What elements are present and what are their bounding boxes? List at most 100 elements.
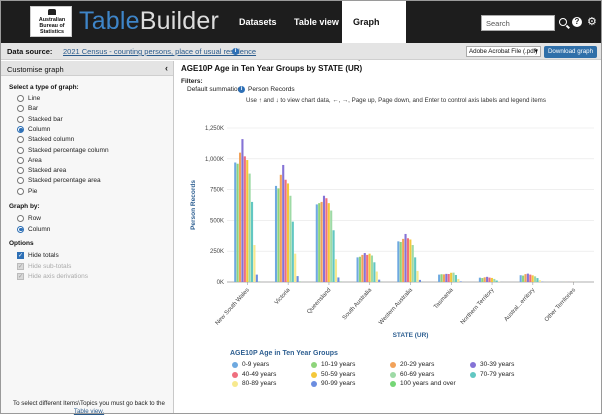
column-bar[interactable] bbox=[438, 275, 440, 282]
column-bar[interactable] bbox=[292, 222, 294, 282]
column-bar[interactable] bbox=[479, 278, 481, 282]
column-bar[interactable] bbox=[246, 160, 248, 282]
column-bar[interactable] bbox=[452, 273, 454, 282]
radio-button[interactable] bbox=[17, 188, 24, 195]
column-bar[interactable] bbox=[357, 257, 359, 282]
column-bar[interactable] bbox=[361, 255, 363, 282]
data-source-link[interactable]: 2021 Census - counting persons, place of… bbox=[63, 47, 256, 56]
column-bar[interactable] bbox=[289, 196, 291, 282]
radio-button[interactable] bbox=[17, 147, 24, 154]
column-bar[interactable] bbox=[337, 277, 339, 282]
x-tick-label[interactable]: Western Australia bbox=[378, 287, 414, 326]
column-bar[interactable] bbox=[376, 272, 378, 282]
column-bar[interactable] bbox=[522, 276, 524, 282]
radio-button[interactable] bbox=[17, 136, 24, 143]
column-bar[interactable] bbox=[316, 204, 318, 282]
column-bar[interactable] bbox=[239, 153, 241, 282]
column-bar[interactable] bbox=[491, 278, 493, 282]
column-bar[interactable] bbox=[287, 183, 289, 282]
radio-button[interactable] bbox=[17, 126, 24, 133]
radio-button[interactable] bbox=[17, 157, 24, 164]
nav-table-view[interactable]: Table view bbox=[283, 1, 350, 43]
radio-button[interactable] bbox=[17, 177, 24, 184]
column-bar[interactable] bbox=[330, 211, 332, 282]
radio-button[interactable] bbox=[17, 167, 24, 174]
gear-icon[interactable]: ⚙ bbox=[587, 16, 597, 28]
column-bar[interactable] bbox=[536, 278, 538, 282]
column-bar[interactable] bbox=[534, 276, 536, 282]
column-bar[interactable] bbox=[335, 259, 337, 282]
column-bar[interactable] bbox=[409, 239, 411, 282]
column-bar[interactable] bbox=[445, 274, 447, 282]
column-bar[interactable] bbox=[419, 280, 421, 282]
column-bar[interactable] bbox=[323, 196, 325, 282]
column-bar[interactable] bbox=[333, 230, 335, 282]
column-bar[interactable] bbox=[457, 279, 459, 282]
column-bar[interactable] bbox=[402, 239, 404, 282]
x-tick-label[interactable]: South Australia bbox=[342, 287, 374, 322]
radio-button[interactable] bbox=[17, 95, 24, 102]
nav-graph-view[interactable]: Graph view bbox=[342, 1, 406, 43]
column-bar[interactable] bbox=[297, 276, 299, 282]
column-bar[interactable] bbox=[407, 238, 409, 282]
column-bar[interactable] bbox=[251, 202, 253, 282]
help-icon[interactable]: ? bbox=[572, 17, 582, 27]
column-bar[interactable] bbox=[443, 274, 445, 282]
column-bar[interactable] bbox=[400, 242, 402, 282]
column-bar[interactable] bbox=[285, 180, 287, 282]
column-bar[interactable] bbox=[397, 241, 399, 282]
column-bar[interactable] bbox=[294, 254, 296, 282]
column-bar[interactable] bbox=[532, 275, 534, 282]
column-bar[interactable] bbox=[412, 245, 414, 282]
column-bar[interactable] bbox=[460, 281, 462, 282]
checkbox[interactable]: ✓ bbox=[17, 252, 24, 259]
column-bar[interactable] bbox=[455, 275, 457, 282]
column-bar[interactable] bbox=[277, 188, 279, 282]
nav-datasets[interactable]: Datasets bbox=[228, 1, 288, 43]
column-bar[interactable] bbox=[275, 186, 277, 282]
column-bar[interactable] bbox=[234, 162, 236, 282]
column-bar[interactable] bbox=[325, 198, 327, 282]
column-bar[interactable] bbox=[405, 234, 407, 282]
column-bar[interactable] bbox=[378, 280, 380, 282]
collapse-sidebar-icon[interactable]: ‹ bbox=[165, 63, 168, 73]
column-bar[interactable] bbox=[493, 279, 495, 282]
column-bar[interactable] bbox=[484, 277, 486, 282]
export-format-select[interactable]: Adobe Acrobat File (.pdf)▾ bbox=[466, 46, 541, 57]
column-bar[interactable] bbox=[253, 245, 255, 282]
column-bar[interactable] bbox=[440, 274, 442, 282]
column-bar[interactable] bbox=[481, 278, 483, 282]
column-bar[interactable] bbox=[282, 165, 284, 282]
download-graph-button[interactable]: Download graph bbox=[544, 46, 597, 58]
column-bar[interactable] bbox=[241, 139, 243, 282]
column-bar[interactable] bbox=[496, 281, 498, 282]
column-bar[interactable] bbox=[486, 277, 488, 282]
column-bar[interactable] bbox=[359, 257, 361, 282]
column-bar[interactable] bbox=[328, 203, 330, 282]
column-bar[interactable] bbox=[318, 203, 320, 282]
x-tick-label[interactable]: Austral...erritory bbox=[504, 287, 537, 322]
x-tick-label[interactable]: Tasmania bbox=[433, 287, 455, 311]
column-bar[interactable] bbox=[321, 202, 323, 282]
column-bar[interactable] bbox=[244, 156, 246, 282]
column-bar[interactable] bbox=[450, 273, 452, 282]
x-tick-label[interactable]: Queensland bbox=[306, 287, 332, 315]
column-bar[interactable] bbox=[256, 275, 258, 282]
column-bar[interactable] bbox=[529, 275, 531, 282]
x-tick-label[interactable]: Northern Territory bbox=[460, 287, 496, 326]
column-bar[interactable] bbox=[371, 256, 373, 282]
x-tick-label[interactable]: Victoria bbox=[274, 287, 292, 306]
radio-button[interactable] bbox=[17, 116, 24, 123]
column-bar[interactable] bbox=[280, 175, 282, 282]
search-input[interactable]: Search bbox=[481, 15, 555, 31]
radio-button[interactable] bbox=[17, 215, 24, 222]
column-bar[interactable] bbox=[364, 253, 366, 282]
column-bar[interactable] bbox=[488, 278, 490, 282]
column-bar[interactable] bbox=[524, 274, 526, 282]
radio-button[interactable] bbox=[17, 105, 24, 112]
column-bar[interactable] bbox=[414, 257, 416, 282]
column-bar[interactable] bbox=[373, 262, 375, 282]
column-bar[interactable] bbox=[527, 274, 529, 282]
column-bar[interactable] bbox=[448, 274, 450, 282]
